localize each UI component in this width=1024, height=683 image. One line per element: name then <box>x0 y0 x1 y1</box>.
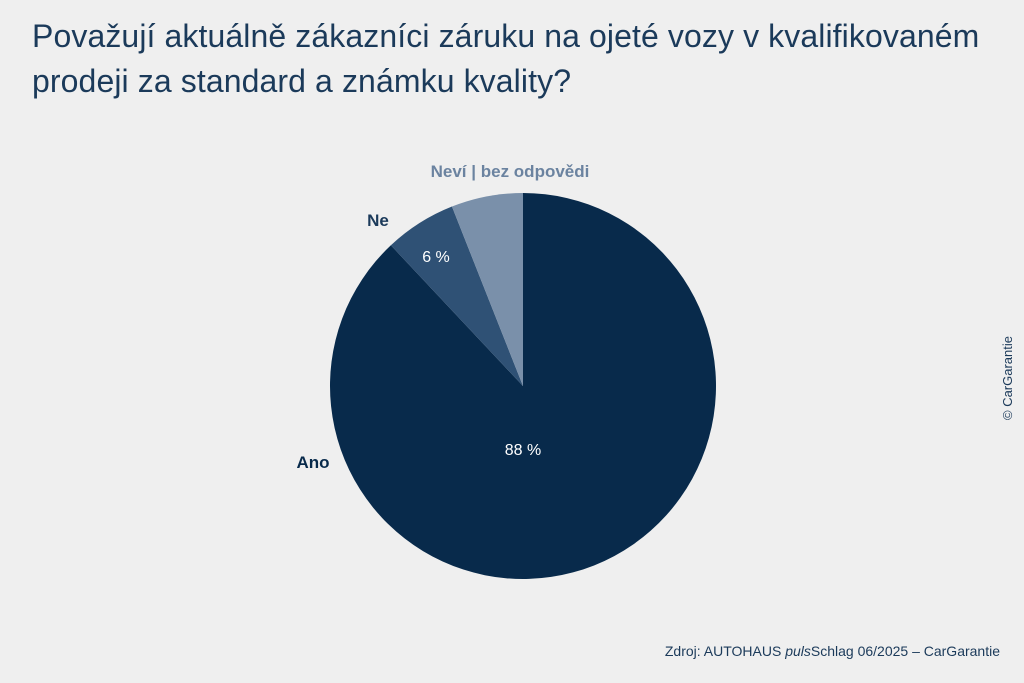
source-footer: Zdroj: AUTOHAUS pulsSchlag 06/2025 – Car… <box>665 643 1000 659</box>
pie-slices <box>329 193 716 579</box>
source-italic: puls <box>785 643 811 659</box>
pie-labels: Ano 88 % Ne 6 % Neví | bez odpovědi <box>296 162 589 472</box>
pie-slice-2 <box>390 206 523 386</box>
pie-category-label-2: Ne <box>367 211 389 230</box>
source-prefix: Zdroj: AUTOHAUS <box>664 643 786 659</box>
chart-title: Považují aktuálně zákazníci záruku na oj… <box>32 18 980 99</box>
pie-category-label-1: Ano <box>296 453 329 472</box>
pie-category-label-3: Neví | bez odpovědi <box>431 162 590 181</box>
source-suffix: Schlag 06/2025 – CarGarantie <box>810 643 1000 659</box>
pie-slice-3 <box>451 193 523 386</box>
pie-value-label-2: 6 % <box>422 249 450 266</box>
copyright-notice: © CarGarantie <box>1000 336 1015 420</box>
pie-value-label-1: 88 % <box>505 442 541 459</box>
